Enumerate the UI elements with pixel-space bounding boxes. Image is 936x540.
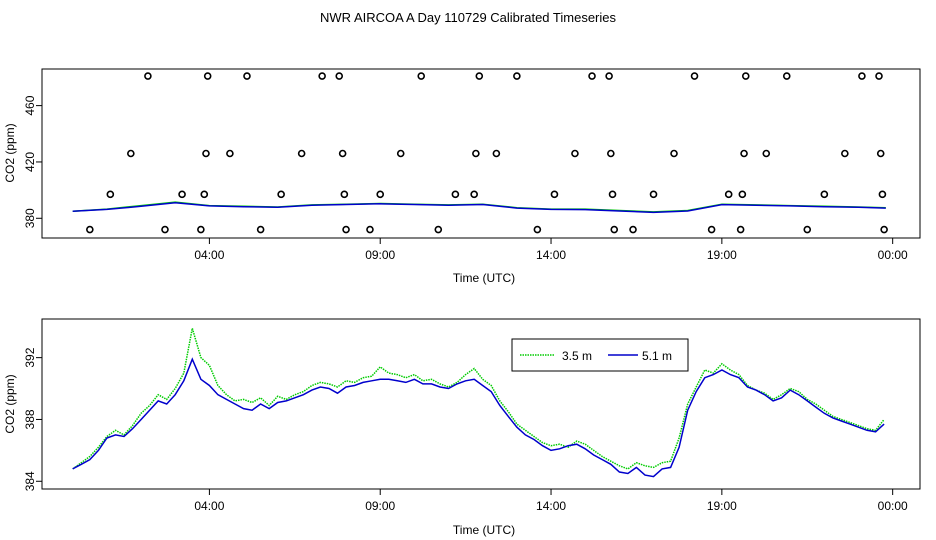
calibration-point	[226, 149, 234, 158]
calibration-point	[571, 149, 579, 158]
bottom-y-axis-label: CO2 (ppm)	[3, 374, 17, 433]
bottom-x-axis: 04:00 09:00 14:00 19:00 00:00	[194, 489, 908, 513]
calibration-point	[127, 149, 135, 158]
legend-label-5-1m: 5.1 m	[642, 349, 672, 363]
calibration-point	[629, 225, 637, 234]
top-y-tick-label: 460	[23, 95, 37, 115]
calibration-point	[203, 72, 212, 80]
calibration-point	[649, 190, 658, 199]
calibration-point	[875, 72, 883, 80]
calibration-point	[782, 72, 791, 80]
top-panel: 04:00 09:00 14:00 19:00 00:00 380 420 460 Time…	[3, 68, 921, 285]
top-y-tick-label: 420	[23, 152, 37, 172]
calibration-point	[724, 190, 733, 199]
top-y-axis-label: CO2 (ppm)	[3, 123, 17, 182]
top-x-tick-label: 14:00	[536, 248, 566, 262]
calibration-point	[376, 190, 385, 199]
calibration-point	[86, 225, 94, 234]
calibration-point	[858, 72, 866, 80]
calibration-point	[533, 225, 542, 234]
bottom-y-tick-label: 392	[23, 347, 37, 367]
top-y-tick-label: 380	[23, 208, 37, 228]
bottom-plot-frame	[41, 318, 921, 490]
series-line-5-1-m	[72, 357, 885, 478]
calibration-point	[550, 190, 559, 199]
top-y-axis: 380 420 460	[23, 95, 42, 228]
top-x-tick-label: 00:00	[878, 248, 908, 262]
calibration-point	[396, 149, 405, 158]
top-x-tick-label: 04:00	[194, 248, 224, 262]
calibration-point	[161, 225, 169, 234]
calibration-point	[740, 149, 748, 158]
calibration-point	[342, 225, 350, 234]
top-x-axis: 04:00 09:00 14:00 19:00 00:00	[194, 238, 908, 262]
calibration-point	[277, 190, 285, 199]
calibration-point	[178, 190, 186, 199]
top-x-tick-label: 09:00	[365, 248, 395, 262]
bottom-y-axis: 384 388 392	[23, 347, 42, 491]
bottom-x-tick-label: 14:00	[536, 499, 566, 513]
calibration-point	[690, 72, 699, 80]
legend-label-3-5m: 3.5 m	[562, 349, 592, 363]
calibration-point	[820, 190, 829, 199]
calibration-point	[470, 190, 478, 199]
calibration-point	[608, 190, 617, 199]
top-plot-frame	[41, 68, 921, 239]
calibration-point	[605, 72, 613, 80]
calibration-point	[256, 225, 265, 234]
series-line-3-5-m	[72, 201, 886, 213]
top-calibration-points	[86, 72, 888, 234]
top-x-tick-label: 19:00	[707, 248, 737, 262]
chart-title: NWR AIRCOA A Day 110729 Calibrated Times…	[320, 10, 616, 25]
bottom-panel: 04:00 09:00 14:00 19:00 00:00 384 388 392 Time…	[3, 318, 921, 537]
calibration-point	[417, 72, 426, 80]
bottom-x-tick-label: 09:00	[365, 499, 395, 513]
calibration-point	[144, 72, 152, 80]
bottom-x-tick-label: 00:00	[878, 499, 908, 513]
calibration-point	[340, 190, 349, 199]
calibration-point	[670, 149, 678, 158]
calibration-point	[366, 225, 374, 234]
calibration-point	[297, 149, 306, 158]
legend: 3.5 m 5.1 m	[511, 338, 689, 372]
calibration-point	[736, 225, 745, 234]
calibration-point	[243, 72, 251, 80]
calibration-point	[607, 149, 615, 158]
top-x-axis-label: Time (UTC)	[453, 271, 515, 285]
series-line-3-5-m	[72, 328, 885, 470]
calibration-point	[876, 149, 885, 158]
calibration-point	[197, 225, 205, 234]
calibration-point	[335, 72, 344, 80]
bottom-x-tick-label: 19:00	[707, 499, 737, 513]
bottom-series-layer	[72, 328, 885, 478]
calibration-point	[880, 225, 888, 234]
calibration-point	[610, 225, 619, 234]
top-series-layer	[72, 201, 886, 214]
calibration-point	[841, 149, 849, 158]
calibration-point	[741, 72, 750, 80]
bottom-x-axis-label: Time (UTC)	[453, 523, 515, 537]
calibration-point	[513, 72, 521, 80]
calibration-point	[738, 190, 747, 199]
bottom-x-tick-label: 04:00	[194, 499, 224, 513]
calibration-point	[803, 225, 812, 234]
calibration-point	[202, 149, 210, 158]
bottom-y-tick-label: 384	[23, 471, 37, 491]
calibration-point	[707, 225, 716, 234]
calibration-point	[338, 149, 347, 158]
calibration-point	[106, 190, 115, 199]
calibration-point	[475, 72, 484, 80]
calibration-point	[451, 190, 460, 199]
calibration-point	[434, 225, 443, 234]
calibration-point	[588, 72, 596, 80]
calibration-point	[492, 149, 501, 158]
calibration-point	[472, 149, 480, 158]
series-line-5-1-m	[72, 202, 886, 214]
calibration-point	[762, 149, 771, 158]
calibration-point	[200, 190, 209, 199]
calibration-point	[318, 72, 326, 80]
calibration-point	[878, 190, 887, 199]
bottom-y-tick-label: 388	[23, 409, 37, 429]
